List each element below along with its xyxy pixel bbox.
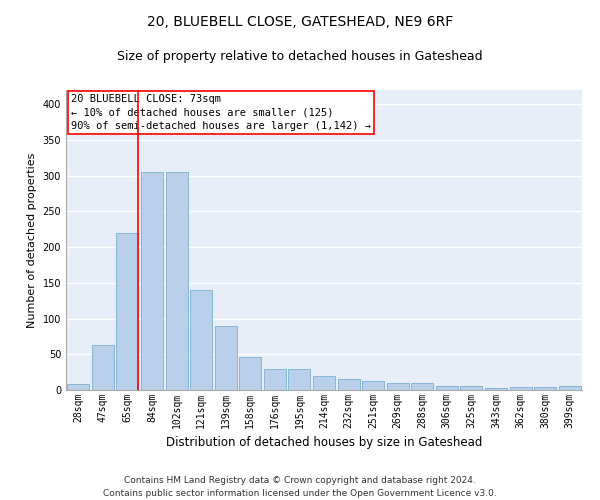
Bar — [460, 386, 482, 390]
Bar — [338, 380, 359, 390]
Text: 20 BLUEBELL CLOSE: 73sqm
← 10% of detached houses are smaller (125)
90% of semi-: 20 BLUEBELL CLOSE: 73sqm ← 10% of detach… — [71, 94, 371, 131]
Bar — [362, 382, 384, 390]
Bar — [141, 172, 163, 390]
Bar — [509, 387, 532, 390]
X-axis label: Distribution of detached houses by size in Gateshead: Distribution of detached houses by size … — [166, 436, 482, 450]
Bar — [313, 376, 335, 390]
Bar — [559, 386, 581, 390]
Y-axis label: Number of detached properties: Number of detached properties — [27, 152, 37, 328]
Bar — [534, 387, 556, 390]
Text: Size of property relative to detached houses in Gateshead: Size of property relative to detached ho… — [117, 50, 483, 63]
Bar — [215, 326, 237, 390]
Text: 20, BLUEBELL CLOSE, GATESHEAD, NE9 6RF: 20, BLUEBELL CLOSE, GATESHEAD, NE9 6RF — [147, 15, 453, 29]
Bar — [485, 388, 507, 390]
Bar — [411, 383, 433, 390]
Bar — [239, 357, 262, 390]
Bar — [386, 383, 409, 390]
Bar — [116, 233, 139, 390]
Text: Contains HM Land Registry data © Crown copyright and database right 2024.
Contai: Contains HM Land Registry data © Crown c… — [103, 476, 497, 498]
Bar — [190, 290, 212, 390]
Bar — [67, 384, 89, 390]
Bar — [92, 345, 114, 390]
Bar — [436, 386, 458, 390]
Bar — [166, 172, 188, 390]
Bar — [264, 368, 286, 390]
Bar — [289, 368, 310, 390]
